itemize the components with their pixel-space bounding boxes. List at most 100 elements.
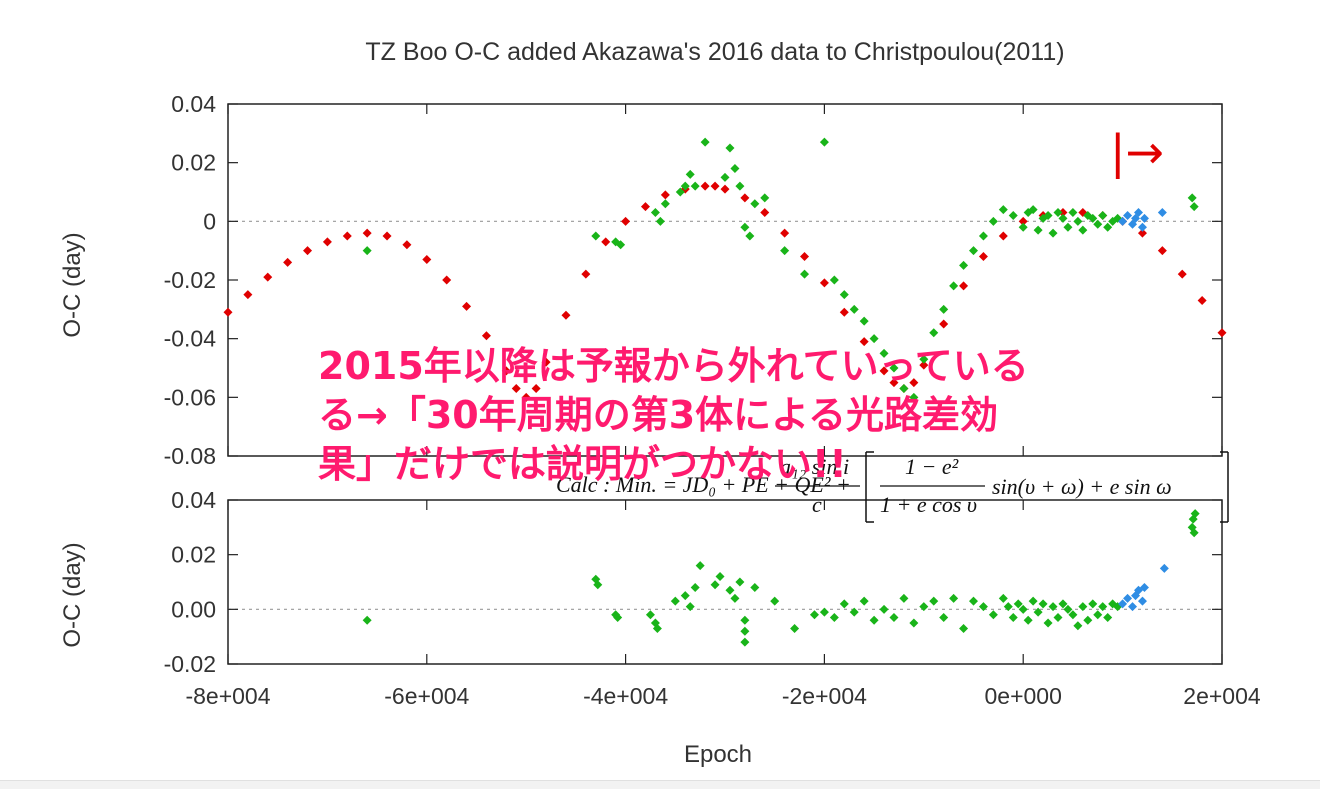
bottom-series0-point — [1068, 610, 1078, 620]
top-series0-point — [422, 254, 432, 264]
top-series1-point — [949, 281, 959, 291]
chart-title: TZ Boo O-C added Akazawa's 2016 data to … — [365, 38, 1064, 66]
top-series1-point — [919, 354, 929, 364]
bottom-series0-point — [740, 626, 750, 636]
top-ytick-label: -0.04 — [164, 326, 217, 352]
bottom-series0-point — [735, 577, 745, 587]
top-series1-point — [1018, 222, 1028, 232]
bottom-series0-point — [929, 596, 939, 606]
top-series1-point — [859, 316, 869, 326]
top-series0-point — [710, 181, 720, 191]
top-series0-point — [1217, 328, 1227, 338]
top-series0-point — [581, 269, 591, 279]
top-series0-point — [740, 193, 750, 203]
top-series0-point — [402, 240, 412, 250]
top-series0-point — [462, 301, 472, 311]
top-series0-point — [720, 184, 730, 194]
top-series0-point — [561, 310, 571, 320]
bottom-series0-point — [1048, 602, 1058, 612]
bottom-series0-point — [839, 599, 849, 609]
bottom-series0-point — [613, 613, 623, 623]
bottom-series0-point — [1058, 599, 1068, 609]
top-series1-point — [978, 231, 988, 241]
bottom-series0-point — [730, 593, 740, 603]
bottom-series1-point — [1159, 563, 1169, 573]
top-series0-point — [939, 319, 949, 329]
top-series1-point — [1078, 225, 1088, 235]
top-ytick-label: 0.04 — [171, 91, 216, 117]
top-series0-point — [322, 237, 332, 247]
top-series1-point — [899, 384, 909, 394]
top-series1-point — [760, 193, 770, 203]
bottom-ytick-label: 0.02 — [171, 542, 216, 568]
bottom-series0-point — [1043, 618, 1053, 628]
top-series0-point — [800, 252, 810, 262]
top-series1-point — [1033, 225, 1043, 235]
top-series0-point — [1177, 269, 1187, 279]
top-series1-point — [616, 240, 626, 250]
top-series0-point — [382, 231, 392, 241]
bottom-series0-point — [829, 613, 839, 623]
top-series1-point — [1048, 228, 1058, 238]
svg-text:c: c — [812, 492, 822, 517]
top-series0-point — [243, 290, 253, 300]
top-ytick-label: 0.02 — [171, 150, 216, 176]
top-series0-point — [919, 360, 929, 370]
top-series0-point — [442, 275, 452, 285]
bottom-series0-point — [939, 613, 949, 623]
xtick-label: -2e+004 — [782, 683, 867, 709]
top-series1-point — [1189, 202, 1199, 212]
svg-text:1 + e cos υ: 1 + e cos υ — [880, 492, 977, 517]
top-series1-point — [829, 275, 839, 285]
bottom-series0-point — [819, 607, 829, 617]
bottom-series1-point — [1139, 582, 1149, 592]
top-series0-point — [501, 366, 511, 376]
bottom-series0-point — [859, 596, 869, 606]
xtick-label: -6e+004 — [384, 683, 469, 709]
bottom-series0-point — [1063, 604, 1073, 614]
bottom-series0-point — [1073, 621, 1083, 631]
overlay-note: 2015年以降は予報から外れていっている る→「30年周期の第3体による光路差効… — [318, 342, 1258, 489]
bottom-series0-point — [1038, 599, 1048, 609]
top-series1-point — [725, 143, 735, 153]
top-series1-point — [800, 269, 810, 279]
formula-box: Calc : Min. = JD₀ + PE + QE² + a₁₂ sin i… — [556, 451, 1229, 523]
top-series0-point — [263, 272, 273, 282]
top-series0-point — [1137, 228, 1147, 238]
top-series0-point — [303, 246, 313, 256]
top-series2-point — [1134, 208, 1144, 218]
top-series1-point — [591, 231, 601, 241]
top-series0-point — [362, 228, 372, 238]
bottom-series0-point — [670, 596, 680, 606]
top-series0-point — [223, 307, 233, 317]
top-series0-point — [621, 216, 631, 226]
bottom-series0-point — [715, 572, 725, 582]
bottom-series0-point — [1003, 602, 1013, 612]
bottom-ytick-label: 0.00 — [171, 596, 216, 622]
bottom-series0-point — [978, 602, 988, 612]
bottom-ytick-label: 0.04 — [171, 487, 216, 513]
overlay-line-3: 果」だけでは説明がつかない!! — [318, 442, 847, 486]
top-series0-point — [511, 384, 521, 394]
bottom-series0-point — [593, 580, 603, 590]
bottom-series0-point — [889, 613, 899, 623]
top-series1-point — [1063, 222, 1073, 232]
bottom-series0-point — [1088, 599, 1098, 609]
top-series1-point — [750, 199, 760, 209]
window-bottom-strip — [0, 780, 1320, 789]
bottom-series0-point — [1098, 602, 1108, 612]
bottom-ytick-label: -0.02 — [164, 651, 216, 677]
top-series0-point — [660, 190, 670, 200]
top-series1-point — [1028, 205, 1038, 215]
bottom-series0-point — [770, 596, 780, 606]
top-series2-point — [1137, 222, 1147, 232]
top-series2-point — [1123, 210, 1133, 220]
top-ytick-label: -0.06 — [164, 384, 216, 410]
bottom-series0-point — [919, 602, 929, 612]
bottom-series0-point — [949, 593, 959, 603]
top-series1-point — [1058, 213, 1068, 223]
top-series1-point — [929, 328, 939, 338]
xtick-label: 0e+000 — [985, 683, 1062, 709]
